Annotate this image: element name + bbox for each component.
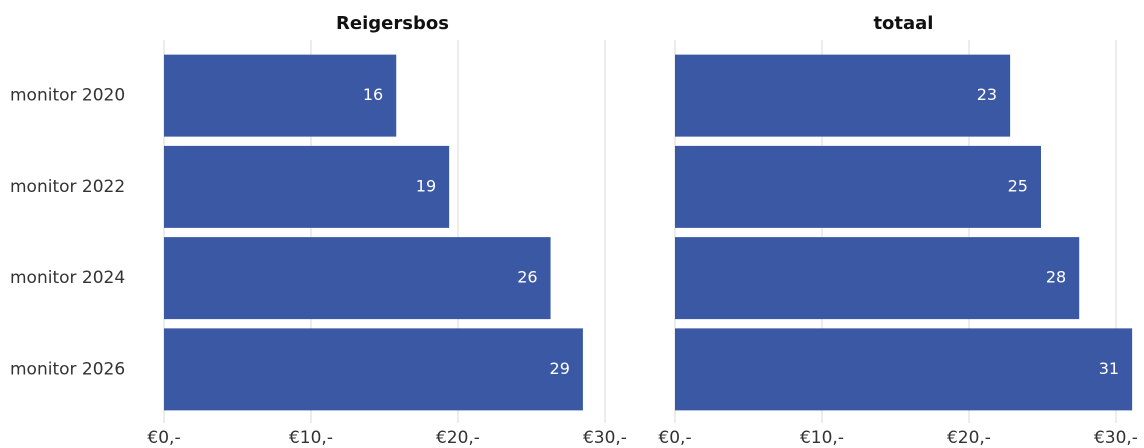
x-tick-label: €30,- (1094, 428, 1138, 448)
y-tick-label: monitor 2020 (10, 86, 125, 106)
y-tick-label: monitor 2024 (10, 268, 125, 288)
x-tick-label: €20,- (436, 428, 480, 448)
bar (164, 328, 583, 411)
panel-title: totaal (873, 13, 933, 34)
x-tick-label: €10,- (289, 428, 333, 448)
bar (164, 145, 450, 228)
value-label: 28 (1046, 268, 1066, 287)
value-label: 16 (363, 85, 383, 104)
x-tick-label: €20,- (947, 428, 991, 448)
x-tick-label: €0,- (147, 428, 180, 448)
x-tick-label: €30,- (583, 428, 627, 448)
bar (675, 237, 1080, 320)
value-label: 26 (517, 268, 537, 287)
x-tick-label: €10,- (800, 428, 844, 448)
value-label: 25 (1008, 176, 1028, 195)
y-tick-label: monitor 2022 (10, 177, 125, 197)
bar (164, 54, 397, 137)
bar (164, 237, 551, 320)
bar (675, 54, 1011, 137)
x-tick-label: €0,- (658, 428, 691, 448)
y-tick-label: monitor 2026 (10, 359, 125, 379)
value-label: 31 (1099, 359, 1119, 378)
panel-title: Reigersbos (336, 13, 449, 34)
bar (675, 145, 1041, 228)
value-label: 23 (977, 85, 997, 104)
value-label: 19 (416, 176, 436, 195)
value-label: 29 (550, 359, 570, 378)
bar (675, 328, 1133, 411)
